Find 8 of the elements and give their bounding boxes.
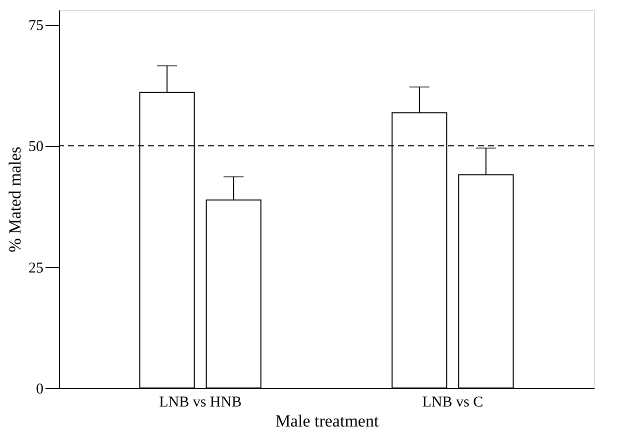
y-tick-label: 25 — [28, 260, 44, 276]
x-tick-label: LNB vs HNB — [159, 394, 242, 410]
y-axis-title: % Mated males — [6, 146, 24, 252]
y-tick-label: 50 — [28, 139, 44, 156]
y-tick-label: 75 — [28, 18, 44, 34]
y-tick-label: 0 — [36, 382, 44, 398]
x-tick-label: LNB vs C — [422, 394, 484, 410]
x-axis-title: Male treatment — [275, 412, 379, 430]
